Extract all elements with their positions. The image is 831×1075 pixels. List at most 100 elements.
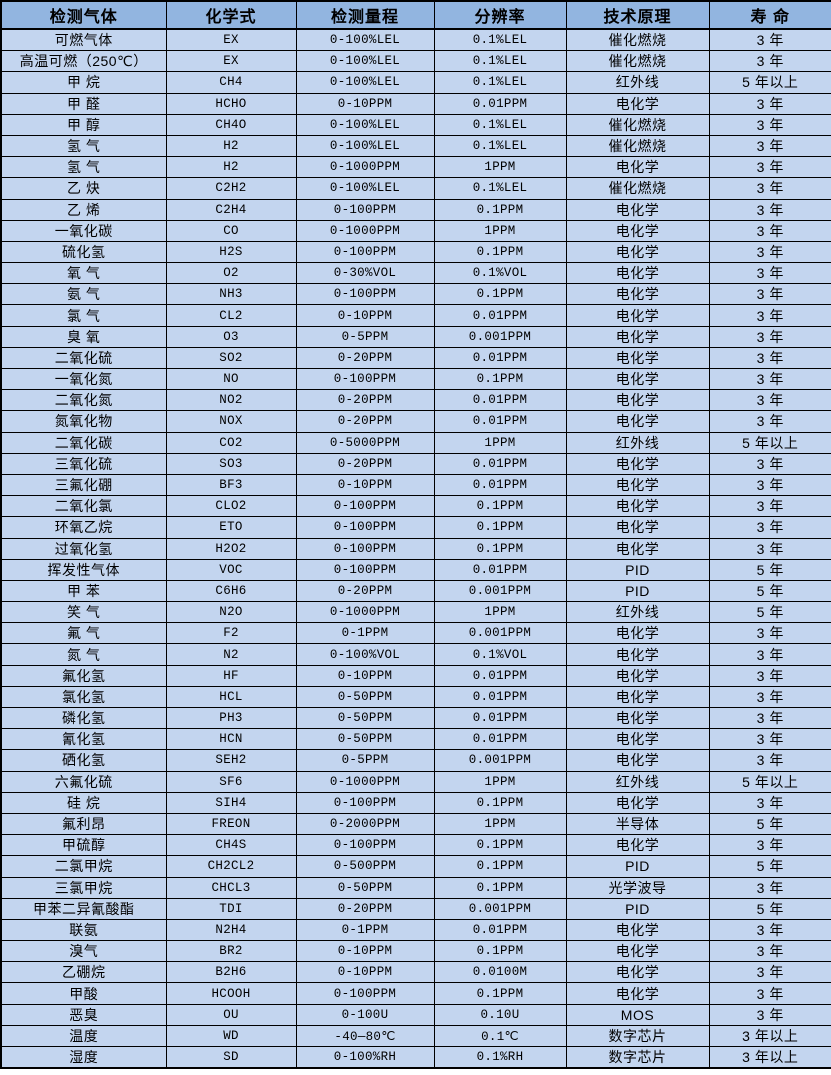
cell-gas: 温度 — [0, 1024, 167, 1048]
cell-gas: 过氧化氢 — [0, 537, 167, 560]
table-row: 联氨 N2H4 0-1PPM 0.01PPM 电化学 3 年 — [0, 918, 831, 942]
cell-tech: 电化学 — [565, 495, 710, 518]
cell-life: 5 年 — [708, 601, 831, 624]
table-row: 氧 气 O2 0-30%VOL 0.1%VOL 电化学 3 年 — [0, 262, 831, 285]
cell-tech: 电化学 — [565, 156, 710, 179]
cell-gas: 二氧化氮 — [0, 389, 167, 412]
cell-life: 3 年 — [708, 113, 831, 136]
cell-res: 0.1%LEL — [433, 134, 567, 158]
cell-range: 0-100%LEL — [295, 50, 435, 73]
cell-formula: C2H4 — [165, 198, 297, 221]
cell-gas: 甲 苯 — [0, 579, 167, 603]
cell-life: 3 年 — [708, 622, 831, 645]
cell-range: 0-100PPM — [295, 198, 435, 221]
cell-gas: 一氧化碳 — [0, 219, 167, 242]
cell-formula: WD — [165, 1024, 297, 1048]
cell-life: 3 年 — [708, 389, 831, 412]
cell-tech: 催化燃烧 — [565, 177, 710, 200]
cell-range: 0-100%LEL — [295, 177, 435, 200]
cell-tech: PID — [565, 558, 710, 581]
cell-gas: 氨 气 — [0, 283, 167, 306]
cell-tech: 电化学 — [565, 918, 710, 942]
cell-formula: SO3 — [165, 452, 297, 475]
column-header-lifespan: 寿 命 — [708, 0, 831, 30]
cell-res: 0.01PPM — [433, 92, 567, 115]
cell-gas: 联氨 — [0, 918, 167, 942]
cell-range: 0-1000PPM — [295, 219, 435, 242]
cell-range: 0-1PPM — [295, 622, 435, 645]
cell-tech: 电化学 — [565, 791, 710, 814]
cell-formula: N2 — [165, 643, 297, 666]
cell-formula: TDI — [165, 897, 297, 920]
cell-range: 0-50PPM — [295, 685, 435, 709]
cell-res: 0.1%LEL — [433, 71, 567, 94]
cell-gas: 氟 气 — [0, 622, 167, 645]
cell-range: 0-50PPM — [295, 728, 435, 751]
cell-range: 0-20PPM — [295, 410, 435, 433]
cell-formula: NO — [165, 367, 297, 391]
column-header-range: 检测量程 — [295, 0, 435, 30]
cell-life: 5 年 — [708, 897, 831, 920]
cell-gas: 硫化氢 — [0, 240, 167, 264]
table-row: 甲酸 HCOOH 0-100PPM 0.1PPM 电化学 3 年 — [0, 982, 831, 1005]
cell-gas: 高温可燃（250℃） — [0, 50, 167, 73]
table-row: 过氧化氢 H2O2 0-100PPM 0.1PPM 电化学 3 年 — [0, 537, 831, 560]
cell-range: 0-100PPM — [295, 516, 435, 539]
cell-life: 3 年 — [708, 325, 831, 348]
table-header: 检测气体 化学式 检测量程 分辨率 技术原理 寿 命 — [0, 0, 831, 30]
cell-life: 3 年 — [708, 537, 831, 560]
cell-res: 0.1PPM — [433, 537, 567, 560]
cell-gas: 二氧化氯 — [0, 495, 167, 518]
cell-life: 3 年 — [708, 516, 831, 539]
table-row: 乙 烯 C2H4 0-100PPM 0.1PPM 电化学 3 年 — [0, 198, 831, 221]
table-row: 高温可燃（250℃） EX 0-100%LEL 0.1%LEL 催化燃烧 3 年 — [0, 50, 831, 73]
cell-tech: 电化学 — [565, 389, 710, 412]
cell-life: 3 年 — [708, 940, 831, 963]
cell-range: 0-100PPM — [295, 283, 435, 306]
table-row: 氟 气 F2 0-1PPM 0.001PPM 电化学 3 年 — [0, 622, 831, 645]
table-row: 臭 氧 O3 0-5PPM 0.001PPM 电化学 3 年 — [0, 325, 831, 348]
table-row: 湿度 SD 0-100%RH 0.1%RH 数字芯片 3 年以上 — [0, 1046, 831, 1069]
cell-res: 0.001PPM — [433, 325, 567, 348]
cell-tech: 红外线 — [565, 431, 710, 454]
cell-life: 3 年 — [708, 706, 831, 730]
cell-life: 3 年以上 — [708, 1024, 831, 1048]
cell-tech: 电化学 — [565, 622, 710, 645]
cell-tech: 电化学 — [565, 961, 710, 984]
cell-range: 0-2000PPM — [295, 812, 435, 836]
cell-tech: PID — [565, 855, 710, 878]
cell-formula: C2H2 — [165, 177, 297, 200]
cell-gas: 甲 醇 — [0, 113, 167, 136]
cell-res: 0.001PPM — [433, 622, 567, 645]
cell-tech: 电化学 — [565, 982, 710, 1005]
cell-res: 0.1PPM — [433, 982, 567, 1005]
table-row: 氮氧化物 NOX 0-20PPM 0.01PPM 电化学 3 年 — [0, 410, 831, 433]
cell-res: 0.1PPM — [433, 791, 567, 814]
cell-life: 3 年 — [708, 876, 831, 899]
cell-range: 0-5PPM — [295, 749, 435, 772]
table-row: 三氟化硼 BF3 0-10PPM 0.01PPM 电化学 3 年 — [0, 473, 831, 497]
cell-formula: SF6 — [165, 770, 297, 793]
header-row: 检测气体 化学式 检测量程 分辨率 技术原理 寿 命 — [0, 0, 831, 30]
cell-formula: ETO — [165, 516, 297, 539]
cell-formula: H2S — [165, 240, 297, 264]
cell-life: 3 年 — [708, 982, 831, 1005]
cell-formula: VOC — [165, 558, 297, 581]
column-header-technology: 技术原理 — [565, 0, 710, 30]
cell-formula: PH3 — [165, 706, 297, 730]
cell-range: 0-10PPM — [295, 664, 435, 687]
cell-formula: BF3 — [165, 473, 297, 497]
cell-range: 0-20PPM — [295, 579, 435, 603]
cell-life: 3 年 — [708, 28, 831, 52]
cell-life: 5 年 — [708, 855, 831, 878]
cell-range: 0-100%LEL — [295, 113, 435, 136]
cell-range: 0-20PPM — [295, 389, 435, 412]
cell-gas: 甲 烷 — [0, 71, 167, 94]
cell-life: 3 年 — [708, 1003, 831, 1026]
cell-tech: 红外线 — [565, 71, 710, 94]
cell-formula: B2H6 — [165, 961, 297, 984]
cell-formula: CH2CL2 — [165, 855, 297, 878]
table-row: 二氧化硫 SO2 0-20PPM 0.01PPM 电化学 3 年 — [0, 346, 831, 370]
cell-res: 0.1%RH — [433, 1046, 567, 1069]
cell-gas: 甲酸 — [0, 982, 167, 1005]
